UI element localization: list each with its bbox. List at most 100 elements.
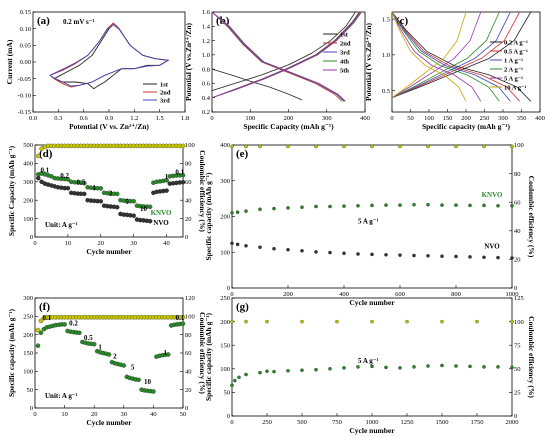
data-point-KNVO bbox=[121, 363, 127, 368]
data-point-KNVO bbox=[384, 365, 388, 370]
data-point-KNVO bbox=[230, 383, 234, 388]
unit-label: Unit: A g⁻¹ bbox=[45, 221, 78, 229]
data-point-KNVO bbox=[151, 389, 156, 394]
rate-label: 1 bbox=[163, 349, 167, 357]
y-right-tick-label: 40 bbox=[185, 369, 192, 376]
y-tick-label: 0.6 bbox=[202, 81, 211, 88]
data-point-KNVO bbox=[244, 372, 248, 377]
legend-entry: 2 A g⁻¹ bbox=[504, 67, 523, 74]
data-point-NVO bbox=[98, 199, 104, 204]
data-point-CE bbox=[454, 144, 458, 149]
data-point-KNVO bbox=[230, 211, 234, 215]
data-point-KNVO bbox=[412, 365, 416, 369]
x-axis-label: Specific Capacity (mAh g⁻¹) bbox=[243, 122, 334, 131]
y-tick-label: 100 bbox=[220, 366, 230, 373]
y-right-tick-label: 100 bbox=[514, 142, 524, 149]
y-right-tick-label: 20 bbox=[514, 257, 521, 264]
data-point-KNVO bbox=[314, 367, 318, 372]
y-tick-label: 0.00 bbox=[20, 59, 31, 66]
data-point-KNVO bbox=[370, 364, 374, 369]
x-tick-label: 50 bbox=[407, 115, 414, 122]
y-tick-label: 50 bbox=[224, 390, 231, 397]
series-line-2nd bbox=[49, 22, 170, 88]
data-point-CE bbox=[482, 144, 486, 149]
rate-label: 1 bbox=[165, 173, 169, 181]
x-tick-label: 600 bbox=[395, 291, 405, 298]
y-tick-label: 300 bbox=[23, 295, 33, 302]
data-point-KNVO bbox=[482, 365, 486, 369]
y-tick-label: 250 bbox=[220, 295, 230, 302]
panel-label: (d) bbox=[39, 148, 53, 160]
data-point-NVO bbox=[426, 254, 430, 258]
data-point-CE bbox=[180, 143, 186, 149]
y-right-tick-label: 60 bbox=[185, 179, 192, 186]
x-axis-label: Cycle number bbox=[86, 418, 132, 427]
x-tick-label: 20 bbox=[98, 240, 105, 247]
y-tick-label: 0.4 bbox=[202, 95, 211, 102]
rate-label: 0.2 bbox=[60, 172, 69, 180]
data-point-NVO bbox=[496, 255, 500, 260]
series-charge-1st bbox=[211, 11, 356, 91]
x-tick-label: 200 bbox=[283, 291, 293, 298]
y-tick-label: 1.0 bbox=[382, 52, 390, 59]
data-point-NVO bbox=[235, 242, 240, 247]
data-point-NVO bbox=[36, 175, 41, 181]
data-point-KNVO bbox=[496, 204, 500, 208]
data-point-NVO bbox=[258, 245, 262, 249]
x-tick-label: 300 bbox=[498, 115, 508, 122]
data-point-KNVO bbox=[356, 365, 360, 369]
x-tick-label: 250 bbox=[480, 115, 490, 122]
rate-label: 0.1 bbox=[42, 314, 51, 322]
panel-b: 0 100 200 300 400 0.2 0.4 0.6 0.8 1.0 1.2 1.4 1.6 Spe… bbox=[184, 9, 370, 131]
data-point-KNVO bbox=[496, 365, 500, 369]
x-tick-label: 1.2 bbox=[130, 115, 138, 122]
data-point-CE bbox=[230, 319, 234, 324]
panel-f: 0 10 20 30 40 5005010015020025030002040608010… bbox=[7, 295, 207, 427]
data-point-KNVO bbox=[328, 204, 332, 209]
legend-entry: 3rd bbox=[340, 50, 350, 57]
x-tick-label: 800 bbox=[451, 291, 461, 298]
data-point-KNVO bbox=[235, 210, 240, 214]
data-point-KNVO bbox=[370, 203, 374, 208]
y-tick-label: 0 bbox=[227, 285, 230, 292]
y-tick-label: 50 bbox=[27, 387, 34, 394]
rate-discharge-curve bbox=[391, 11, 482, 102]
y-tick-label: 0.2 bbox=[202, 109, 210, 116]
data-point-KNVO bbox=[233, 378, 237, 383]
y-axis-label: Current (mA) bbox=[5, 39, 14, 84]
y-tick-label: 1.4 bbox=[202, 23, 211, 30]
data-point-KNVO bbox=[398, 366, 402, 370]
rate-label: 0.5 bbox=[77, 179, 86, 187]
data-point-KNVO bbox=[65, 177, 71, 182]
data-point-KNVO bbox=[106, 352, 112, 357]
y-tick-label: 150 bbox=[220, 342, 230, 349]
data-point-CE bbox=[314, 144, 318, 149]
x-tick-label: 2000 bbox=[506, 419, 519, 426]
scan-rate-annotation: 0.2 mV s⁻¹ bbox=[63, 18, 95, 26]
data-point-KNVO bbox=[426, 202, 430, 207]
series-charge-5th bbox=[211, 11, 362, 99]
legend-entry: 1st bbox=[340, 32, 349, 39]
rate-discharge-curve bbox=[391, 11, 520, 102]
y-right-tick-label: 100 bbox=[514, 319, 524, 326]
current-density-label: 5 A g⁻¹ bbox=[358, 357, 379, 365]
y-right-tick-label: 80 bbox=[185, 332, 192, 339]
x-tick-label: 150 bbox=[443, 115, 453, 122]
y-right-tick-label: 80 bbox=[514, 171, 521, 178]
y-tick-label: 100 bbox=[23, 216, 33, 223]
data-point-CE bbox=[286, 144, 290, 149]
legend-entry: 0.2 A g⁻¹ bbox=[504, 40, 528, 47]
y-right-tick-label: 75 bbox=[514, 342, 521, 349]
rate-label: 0.1 bbox=[40, 167, 49, 175]
y-tick-label: 1.0 bbox=[202, 52, 210, 59]
x-tick-label: 400 bbox=[360, 115, 370, 122]
data-point-KNVO bbox=[384, 203, 388, 207]
y-tick-label: 400 bbox=[23, 161, 33, 168]
y-right-tick-label: 120 bbox=[185, 295, 195, 302]
data-point-KNVO bbox=[510, 204, 514, 208]
x-tick-label: 500 bbox=[297, 419, 307, 426]
data-point-KNVO bbox=[426, 364, 430, 368]
data-point-CE bbox=[335, 319, 339, 324]
x-tick-label: 30 bbox=[130, 240, 137, 247]
data-point-NVO bbox=[244, 244, 248, 248]
